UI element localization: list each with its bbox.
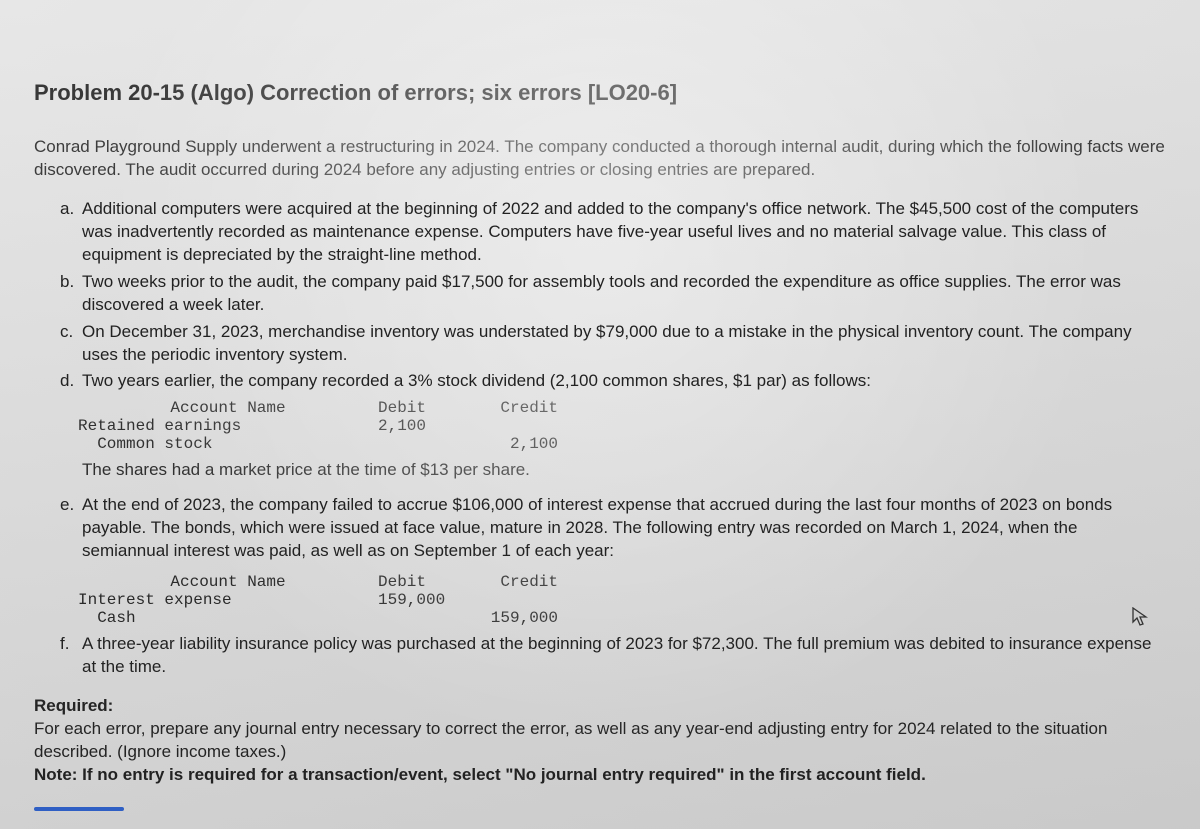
journal-header: Account Name Debit Credit [78, 573, 1166, 591]
item-e: e. At the end of 2023, the company faile… [60, 494, 1166, 563]
cell-account: Common stock [78, 435, 378, 453]
item-d: d. Two years earlier, the company record… [60, 370, 1166, 393]
journal-row: Common stock 2,100 [78, 435, 1166, 453]
item-text: Additional computers were acquired at th… [82, 199, 1138, 264]
cell-account: Retained earnings [78, 417, 378, 435]
error-list-cont: e. At the end of 2023, the company faile… [34, 494, 1166, 563]
col-debit: Debit [378, 399, 468, 417]
item-b: b. Two weeks prior to the audit, the com… [60, 271, 1166, 317]
cell-debit [378, 609, 468, 627]
item-text: On December 31, 2023, merchandise invent… [82, 322, 1132, 364]
item-text: A three-year liability insurance policy … [82, 634, 1151, 676]
item-c: c. On December 31, 2023, merchandise inv… [60, 321, 1166, 367]
item-a: a. Additional computers were acquired at… [60, 198, 1166, 267]
cell-credit [468, 591, 558, 609]
item-f: f. A three-year liability insurance poli… [60, 633, 1166, 679]
col-account: Account Name [78, 399, 378, 417]
journal-entry-e: Account Name Debit Credit Interest expen… [78, 573, 1166, 627]
col-debit: Debit [378, 573, 468, 591]
cell-credit: 2,100 [468, 435, 558, 453]
journal-d-note: The shares had a market price at the tim… [82, 459, 1166, 482]
item-marker: d. [60, 370, 74, 393]
col-account: Account Name [78, 573, 378, 591]
cell-account: Interest expense [78, 591, 378, 609]
item-marker: c. [60, 321, 73, 344]
problem-page: Problem 20-15 (Algo) Correction of error… [0, 0, 1200, 829]
item-marker: f. [60, 633, 69, 656]
problem-intro: Conrad Playground Supply underwent a res… [34, 136, 1166, 182]
item-marker: e. [60, 494, 74, 517]
item-marker: b. [60, 271, 74, 294]
col-credit: Credit [468, 399, 558, 417]
cell-credit [468, 417, 558, 435]
required-label: Required: [34, 695, 1166, 718]
item-marker: a. [60, 198, 74, 221]
error-list: a. Additional computers were acquired at… [34, 198, 1166, 394]
journal-row: Interest expense 159,000 [78, 591, 1166, 609]
cell-debit [378, 435, 468, 453]
error-list-cont2: f. A three-year liability insurance poli… [34, 633, 1166, 679]
cell-debit: 2,100 [378, 417, 468, 435]
journal-entry-d: Account Name Debit Credit Retained earni… [78, 399, 1166, 453]
required-note: Note: If no entry is required for a tran… [34, 764, 1166, 787]
item-text: Two weeks prior to the audit, the compan… [82, 272, 1121, 314]
problem-title: Problem 20-15 (Algo) Correction of error… [34, 80, 1166, 106]
cell-credit: 159,000 [468, 609, 558, 627]
required-text: For each error, prepare any journal entr… [34, 718, 1166, 764]
cell-debit: 159,000 [378, 591, 468, 609]
journal-row: Retained earnings 2,100 [78, 417, 1166, 435]
required-section: Required: For each error, prepare any jo… [34, 695, 1166, 787]
col-credit: Credit [468, 573, 558, 591]
item-text: At the end of 2023, the company failed t… [82, 495, 1112, 560]
journal-header: Account Name Debit Credit [78, 399, 1166, 417]
progress-indicator [34, 807, 124, 811]
journal-row: Cash 159,000 [78, 609, 1166, 627]
cell-account: Cash [78, 609, 378, 627]
item-text: Two years earlier, the company recorded … [82, 371, 871, 390]
